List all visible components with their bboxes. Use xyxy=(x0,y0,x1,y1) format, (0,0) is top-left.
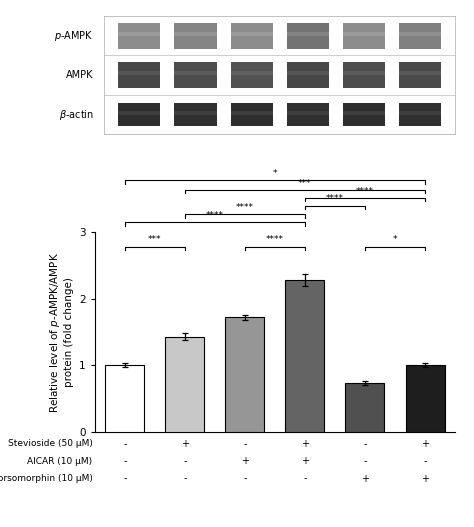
Bar xyxy=(174,23,217,48)
Text: +: + xyxy=(421,439,429,448)
Bar xyxy=(230,32,273,36)
Bar xyxy=(174,32,217,36)
Bar xyxy=(230,103,273,126)
Text: ***: *** xyxy=(148,235,162,244)
Bar xyxy=(343,32,385,36)
Text: -: - xyxy=(123,456,127,466)
Bar xyxy=(287,103,329,126)
Bar xyxy=(226,317,264,432)
Text: -: - xyxy=(363,456,367,466)
Bar xyxy=(343,111,385,115)
Bar xyxy=(343,23,385,48)
Bar xyxy=(285,280,324,432)
Bar xyxy=(230,111,273,115)
Bar xyxy=(287,62,329,88)
Bar xyxy=(230,71,273,75)
Bar xyxy=(399,71,441,75)
Text: ****: **** xyxy=(326,194,344,203)
Text: -: - xyxy=(303,474,307,483)
Bar xyxy=(118,62,160,88)
Text: *: * xyxy=(273,169,277,178)
Text: +: + xyxy=(421,474,429,483)
Text: +: + xyxy=(301,456,309,466)
Text: AICAR (10 μM): AICAR (10 μM) xyxy=(27,456,92,466)
Bar xyxy=(174,71,217,75)
Text: -: - xyxy=(243,439,246,448)
Text: +: + xyxy=(241,456,249,466)
Text: +: + xyxy=(361,474,369,483)
Text: -: - xyxy=(123,474,127,483)
Bar xyxy=(287,111,329,115)
Text: ****: **** xyxy=(206,211,224,220)
Text: ***: *** xyxy=(298,179,312,188)
Text: *: * xyxy=(393,235,397,244)
Text: $\beta$-actin: $\beta$-actin xyxy=(59,108,94,122)
Bar xyxy=(105,365,145,432)
Text: AMPK: AMPK xyxy=(66,70,94,80)
Bar xyxy=(118,32,160,36)
Bar xyxy=(343,71,385,75)
Bar xyxy=(399,103,441,126)
Text: -: - xyxy=(423,456,427,466)
Text: $p$-AMPK: $p$-AMPK xyxy=(55,28,94,43)
Bar xyxy=(287,32,329,36)
Bar xyxy=(118,71,160,75)
Text: -: - xyxy=(183,456,187,466)
Text: -: - xyxy=(243,474,246,483)
Bar xyxy=(230,62,273,88)
Text: Stevioside (50 μM): Stevioside (50 μM) xyxy=(8,439,92,448)
Bar xyxy=(174,111,217,115)
Bar xyxy=(343,62,385,88)
Bar xyxy=(287,23,329,48)
Bar xyxy=(118,23,160,48)
Text: +: + xyxy=(181,439,189,448)
Text: +: + xyxy=(301,439,309,448)
Text: ****: **** xyxy=(356,187,374,196)
Text: ****: **** xyxy=(236,203,254,212)
Bar xyxy=(287,71,329,75)
Text: -: - xyxy=(363,439,367,448)
Text: ****: **** xyxy=(266,235,284,244)
Bar xyxy=(399,62,441,88)
Bar xyxy=(165,337,204,432)
Text: Dorsomorphin (10 μM): Dorsomorphin (10 μM) xyxy=(0,474,92,483)
Bar xyxy=(346,384,384,432)
Bar xyxy=(405,365,445,432)
Bar xyxy=(118,111,160,115)
Bar xyxy=(174,103,217,126)
Bar xyxy=(174,62,217,88)
Bar xyxy=(399,111,441,115)
Bar xyxy=(118,103,160,126)
Y-axis label: Relative level of $p$-AMPK/AMPK
protein (fold change): Relative level of $p$-AMPK/AMPK protein … xyxy=(48,251,73,413)
Text: -: - xyxy=(183,474,187,483)
Bar xyxy=(343,103,385,126)
Text: -: - xyxy=(123,439,127,448)
Bar xyxy=(230,23,273,48)
Bar xyxy=(399,23,441,48)
Bar xyxy=(399,32,441,36)
